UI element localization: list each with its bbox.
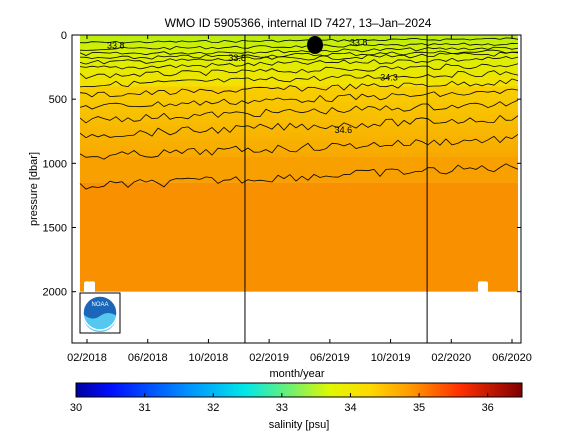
noaa-logo: NOAA [79, 292, 121, 334]
x-tick-label-4: 06/2019 [310, 352, 350, 364]
colorbar: 30 31 32 33 34 35 36 salinity [psu] [70, 382, 523, 431]
colorbar-tick-label-3: 33 [276, 402, 288, 414]
y-tick-label-3: 1500 [43, 223, 67, 235]
x-axis-ticks: 02/2018 06/2018 10/2018 02/2019 06/2019 10/20… [67, 35, 532, 364]
x-tick-label-6: 02/2020 [431, 352, 471, 364]
contour-line-9 [79, 88, 519, 110]
colorbar-ticks: 30 31 32 33 34 35 36 [70, 393, 494, 414]
contour-line-1 [79, 42, 519, 51]
data-gap-1 [89, 281, 95, 293]
x-tick-label-7: 06/2020 [492, 352, 532, 364]
colorbar-tick-label-6: 36 [482, 402, 494, 414]
contour-line-3 [79, 49, 519, 60]
y-axis-label: pressure [dbar] [28, 152, 40, 226]
contour-line-0 [79, 37, 519, 44]
salinity-layer-4 [80, 182, 518, 292]
x-tick-label-1: 06/2018 [128, 352, 168, 364]
contour-labels: 33.8 33.8 33.8 34.3 34.6 [107, 38, 398, 135]
contour-line-8 [79, 78, 519, 98]
year-boundary-lines [244, 35, 428, 343]
colorbar-tick-label-2: 32 [207, 402, 219, 414]
chart-title: WMO ID 5905366, internal ID 7427, 13–Jan… [165, 16, 432, 30]
contour-line-4 [79, 51, 519, 65]
salinity-contours [79, 36, 519, 190]
contour-label-3: 34.3 [380, 72, 398, 82]
plot-area: 33.8 33.8 33.8 34.3 34.6 [71, 34, 522, 344]
contour-line-12 [79, 134, 519, 160]
contour-label-0: 33.8 [107, 40, 125, 50]
contour-line-13 [79, 163, 519, 190]
x-tick-label-5: 10/2019 [371, 352, 411, 364]
colorbar-tick-label-4: 34 [344, 402, 356, 414]
contour-line-2 [79, 46, 519, 56]
contour-label-4: 34.6 [335, 125, 353, 135]
contour-line-6 [79, 63, 519, 79]
colorbar-tick-label-1: 31 [138, 402, 150, 414]
y-tick-label-2: 1000 [43, 158, 67, 170]
data-gap-0 [84, 281, 90, 293]
contour-line-7 [79, 70, 519, 88]
y-tick-label-1: 500 [49, 94, 67, 106]
x-tick-label-0: 02/2018 [67, 352, 107, 364]
contour-label-1: 33.8 [228, 53, 246, 63]
colorbar-tick-label-0: 30 [70, 402, 82, 414]
colorbar-label: salinity [psu] [269, 419, 330, 431]
contour-line-5 [79, 56, 519, 70]
salinity-layers [80, 35, 518, 293]
x-tick-label-3: 02/2019 [249, 352, 289, 364]
colorbar-gradient [75, 382, 523, 398]
data-gap-2 [478, 281, 488, 293]
y-tick-label-4: 2000 [43, 287, 67, 299]
contour-label-2: 33.8 [350, 38, 368, 48]
colorbar-tick-label-5: 35 [413, 402, 425, 414]
mid-gradient-layer [80, 86, 518, 157]
plot-frame [71, 34, 522, 344]
contour-line-11 [79, 114, 519, 139]
y-axis-ticks: 0 500 1000 1500 2000 [43, 30, 521, 299]
logo-text: NOAA [91, 302, 108, 308]
y-tick-label-0: 0 [61, 30, 67, 42]
contour-line-10 [79, 99, 519, 124]
x-axis-label: month/year [269, 368, 324, 380]
x-tick-label-2: 10/2018 [189, 352, 229, 364]
surface-anomaly-mark [307, 36, 323, 54]
